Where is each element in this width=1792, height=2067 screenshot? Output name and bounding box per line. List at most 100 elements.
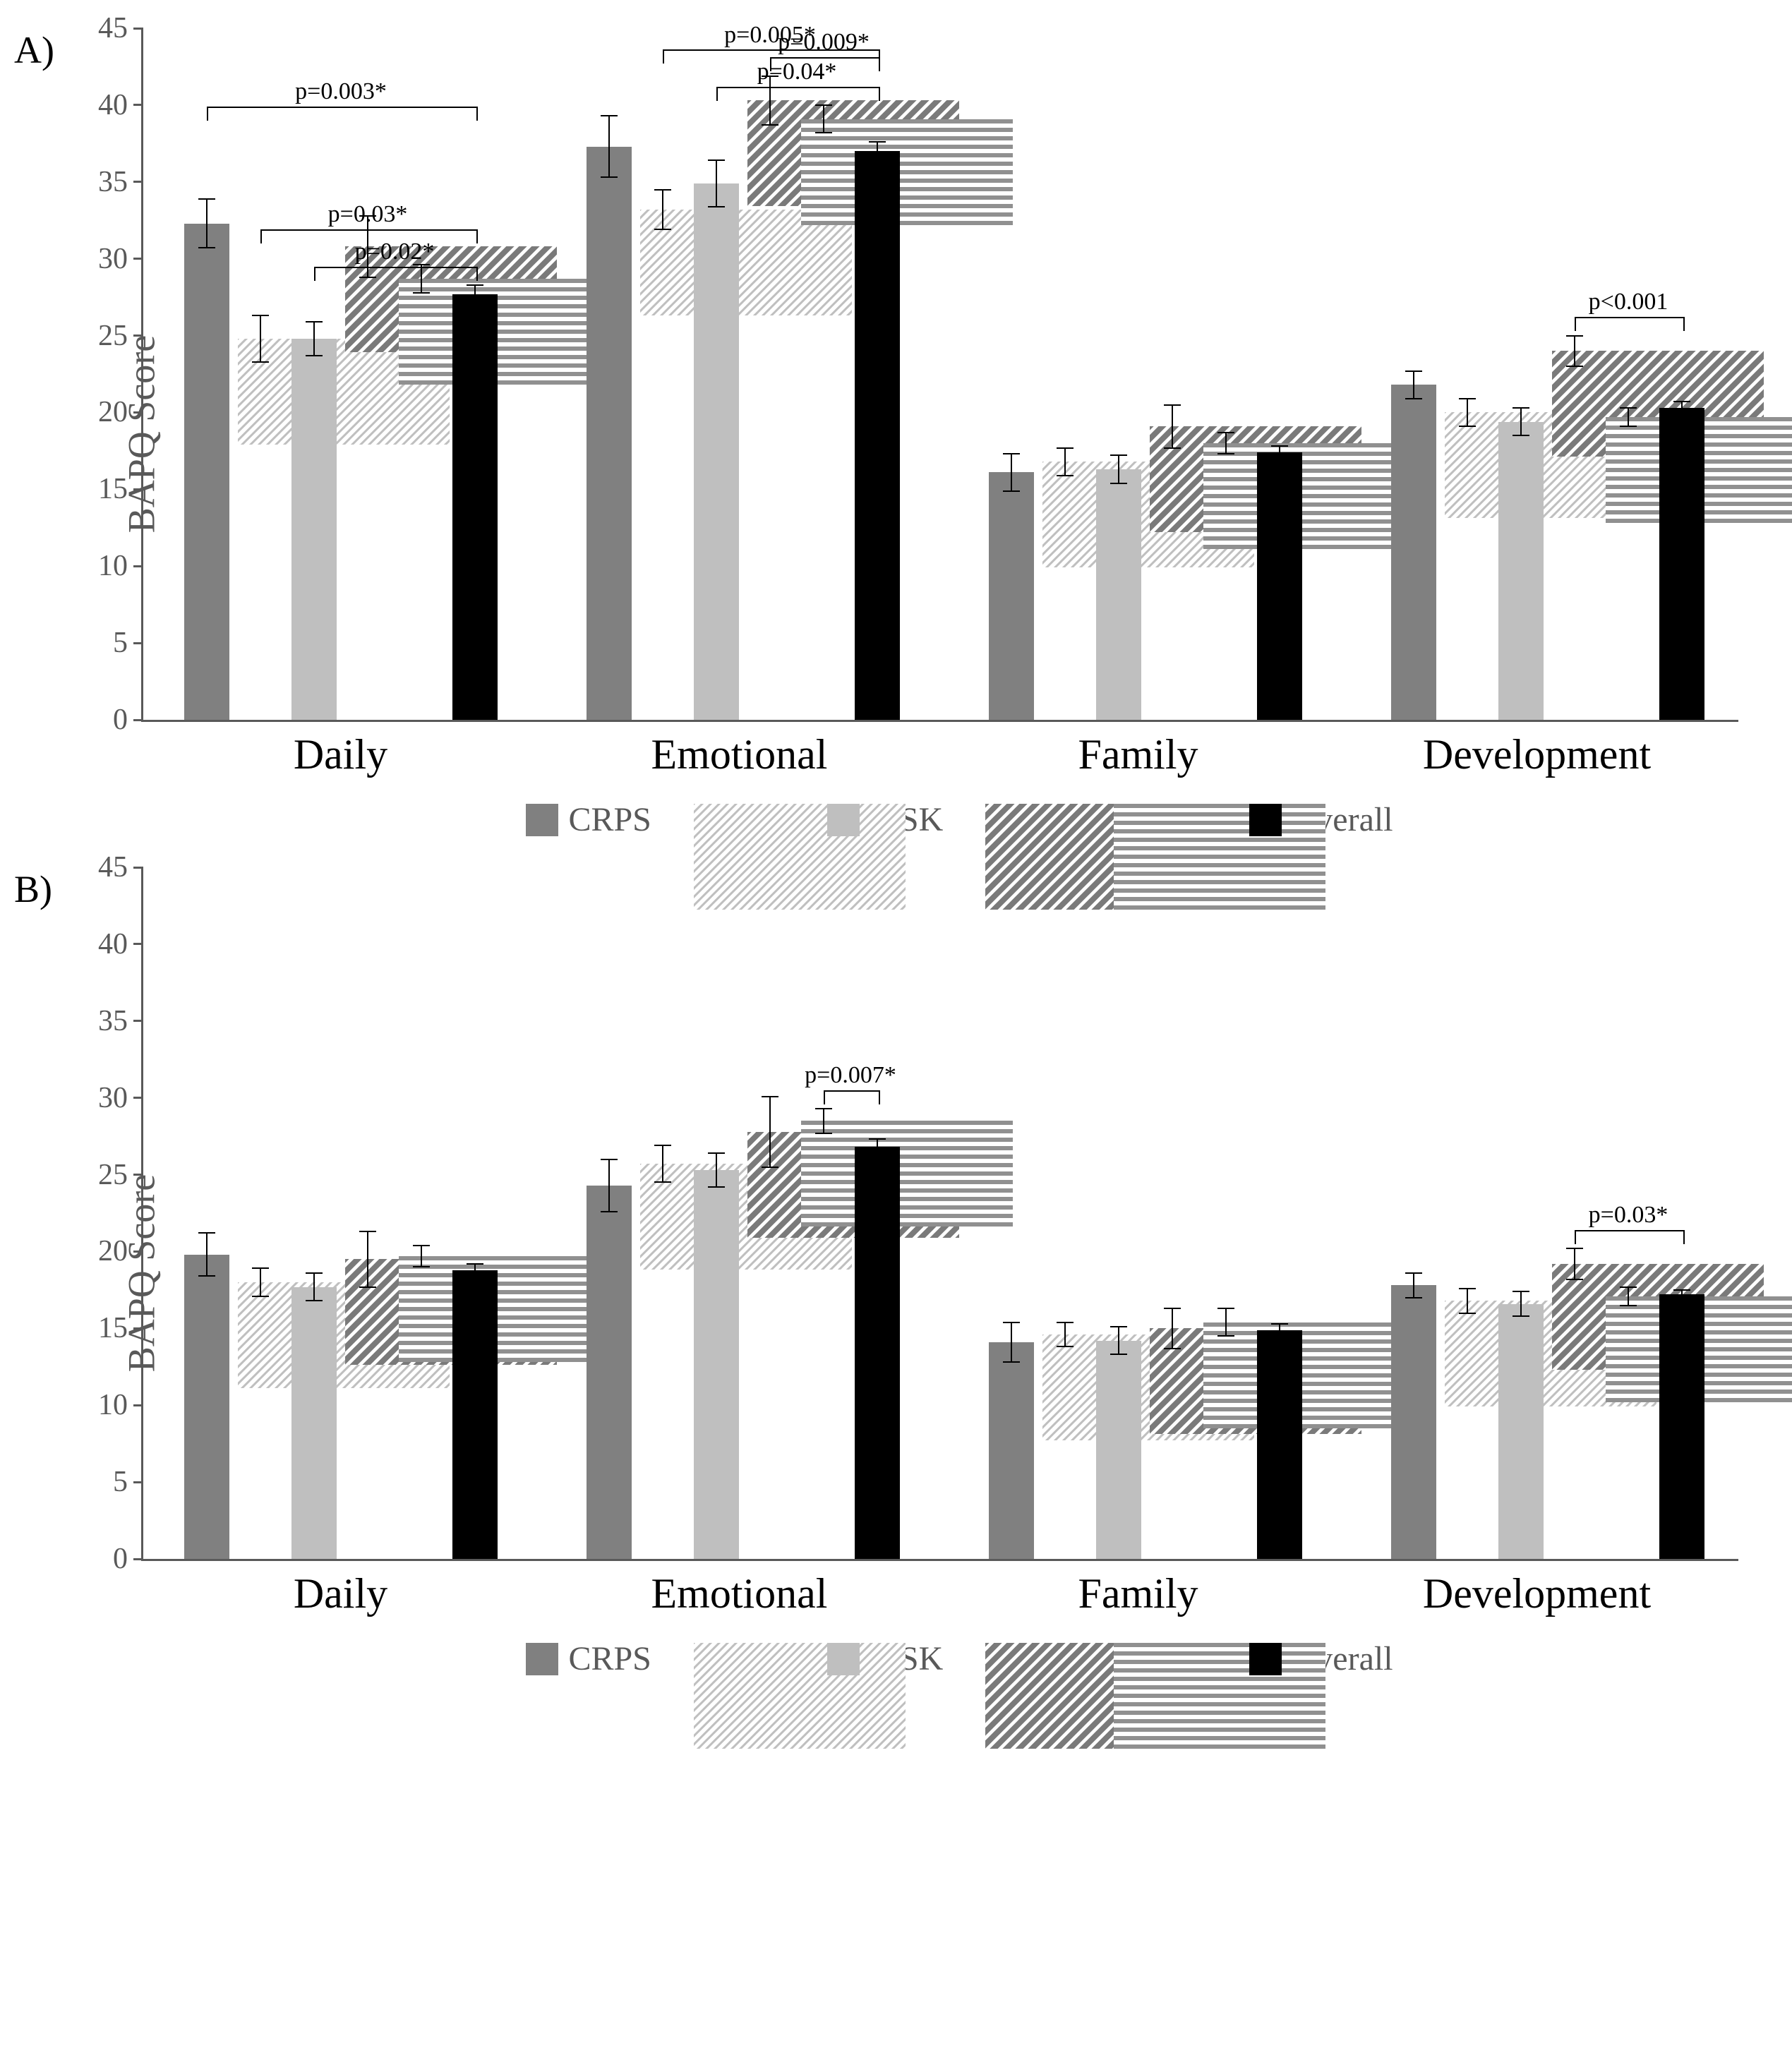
- bar-emotional-ha: [640, 867, 685, 1559]
- bar-development-vp: [1552, 28, 1597, 720]
- legend-item-ha: HA: [694, 1639, 785, 1678]
- bar-group-development: [1371, 28, 1724, 720]
- ytick-label: 35: [98, 1004, 143, 1038]
- bar-emotional-vp: [747, 28, 793, 720]
- ytick-label: 40: [98, 927, 143, 961]
- legend-item-crps: CRPS: [526, 1639, 651, 1678]
- bar-development-ha: [1445, 28, 1490, 720]
- bar-group-family: [969, 867, 1322, 1559]
- bar-daily-wp: [399, 28, 444, 720]
- bar-development-msk: [1498, 28, 1544, 720]
- bar-development-msk: [1498, 867, 1544, 1559]
- bar-family-msk: [1096, 867, 1141, 1559]
- ytick-label: 15: [98, 472, 143, 506]
- ytick-label: 35: [98, 165, 143, 199]
- bar-daily-ha: [238, 867, 283, 1559]
- panel-panelB: B)BAPQ Score051015202530354045: [14, 867, 1778, 1678]
- bar-family-overall: [1257, 28, 1302, 720]
- bar-family-ha: [1042, 28, 1088, 720]
- x-category-label: Family: [939, 1569, 1337, 1618]
- bar-family-crps: [989, 867, 1034, 1559]
- x-category-label: Emotional: [540, 730, 939, 779]
- bar-emotional-msk: [694, 867, 739, 1559]
- x-category-label: Daily: [141, 1569, 540, 1618]
- ytick-label: 20: [98, 1234, 143, 1268]
- ytick-label: 30: [98, 242, 143, 276]
- bar-emotional-msk: [694, 28, 739, 720]
- bar-emotional-overall: [855, 867, 900, 1559]
- bar-family-vp: [1150, 867, 1195, 1559]
- bar-emotional-overall: [855, 28, 900, 720]
- ytick-label: 10: [98, 549, 143, 583]
- legend-label: CRPS: [568, 1639, 651, 1678]
- legend-item-vp: VP: [985, 800, 1071, 839]
- bar-family-overall: [1257, 867, 1302, 1559]
- panel-panelA: A)BAPQ Score051015202530354045: [14, 28, 1778, 839]
- bar-development-wp: [1606, 28, 1651, 720]
- ytick-label: 10: [98, 1388, 143, 1422]
- ytick-label: 45: [98, 11, 143, 45]
- legend-item-wp: WP: [1114, 800, 1207, 839]
- bar-group-family: [969, 28, 1322, 720]
- bar-development-vp: [1552, 867, 1597, 1559]
- bar-daily-crps: [184, 28, 229, 720]
- bar-family-ha: [1042, 867, 1088, 1559]
- x-category-label: Family: [939, 730, 1337, 779]
- bar-group-development: [1371, 867, 1724, 1559]
- bar-daily-ha: [238, 28, 283, 720]
- bar-daily-vp: [345, 28, 390, 720]
- legend: CRPSHAMSKVPWPOverall: [141, 1639, 1778, 1678]
- bar-group-daily: [164, 28, 517, 720]
- ytick-label: 5: [113, 626, 143, 660]
- ytick-label: 5: [113, 1465, 143, 1499]
- bar-family-crps: [989, 28, 1034, 720]
- bar-development-overall: [1659, 867, 1704, 1559]
- ytick-label: 25: [98, 319, 143, 353]
- legend-item-crps: CRPS: [526, 800, 651, 839]
- bar-family-vp: [1150, 28, 1195, 720]
- bar-daily-wp: [399, 867, 444, 1559]
- bar-daily-msk: [291, 28, 337, 720]
- bar-emotional-crps: [587, 867, 632, 1559]
- x-category-label: Daily: [141, 730, 540, 779]
- ytick-label: 45: [98, 850, 143, 884]
- legend-item-wp: WP: [1114, 1639, 1207, 1678]
- legend-item-vp: VP: [985, 1639, 1071, 1678]
- bar-daily-overall: [452, 867, 498, 1559]
- bar-emotional-crps: [587, 28, 632, 720]
- legend-label: CRPS: [568, 800, 651, 839]
- ytick-label: 0: [113, 703, 143, 737]
- bar-emotional-wp: [801, 28, 846, 720]
- legend: CRPSHAMSKVPWPOverall: [141, 800, 1778, 839]
- bar-daily-vp: [345, 867, 390, 1559]
- bar-family-msk: [1096, 28, 1141, 720]
- bar-group-daily: [164, 867, 517, 1559]
- figure: A)BAPQ Score051015202530354045: [14, 28, 1778, 1678]
- panel-label: B): [14, 867, 52, 911]
- bar-daily-msk: [291, 867, 337, 1559]
- plot-area: 051015202530354045: [141, 867, 1738, 1561]
- ytick-label: 20: [98, 395, 143, 429]
- bar-daily-overall: [452, 28, 498, 720]
- bar-family-wp: [1203, 28, 1249, 720]
- ytick-label: 15: [98, 1311, 143, 1345]
- x-category-label: Development: [1337, 1569, 1736, 1618]
- bar-emotional-ha: [640, 28, 685, 720]
- bar-development-ha: [1445, 867, 1490, 1559]
- x-category-label: Emotional: [540, 1569, 939, 1618]
- bar-daily-crps: [184, 867, 229, 1559]
- bar-development-crps: [1391, 28, 1436, 720]
- bar-family-wp: [1203, 867, 1249, 1559]
- x-category-label: Development: [1337, 730, 1736, 779]
- bar-group-emotional: [567, 867, 920, 1559]
- ytick-label: 30: [98, 1081, 143, 1115]
- bar-development-wp: [1606, 867, 1651, 1559]
- plot-area: 051015202530354045: [141, 28, 1738, 722]
- ytick-label: 0: [113, 1542, 143, 1576]
- bar-development-overall: [1659, 28, 1704, 720]
- bar-group-emotional: [567, 28, 920, 720]
- bar-emotional-wp: [801, 867, 846, 1559]
- panel-label: A): [14, 28, 54, 72]
- ytick-label: 40: [98, 88, 143, 122]
- ytick-label: 25: [98, 1158, 143, 1192]
